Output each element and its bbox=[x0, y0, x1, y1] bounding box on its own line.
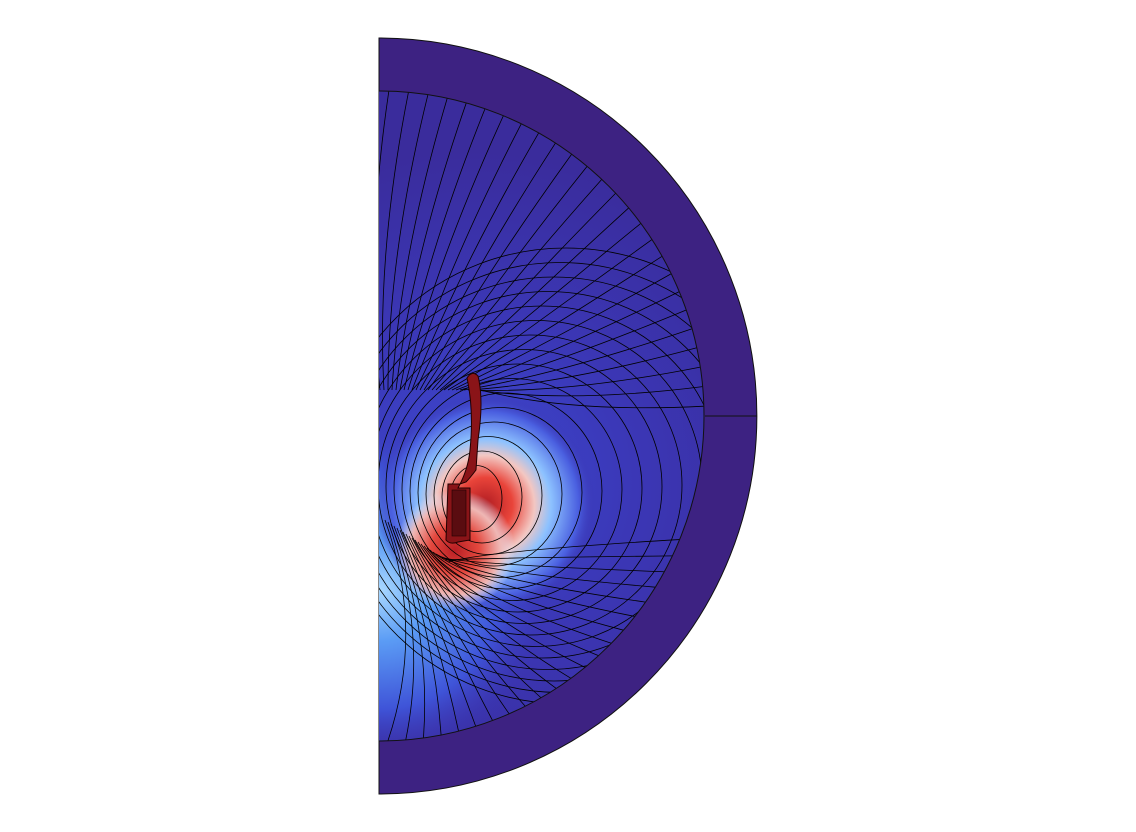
field-line bbox=[423, 166, 588, 391]
field-line bbox=[432, 551, 635, 617]
field-line bbox=[387, 94, 429, 391]
field-line bbox=[411, 537, 542, 699]
field-line bbox=[441, 450, 523, 544]
field-lines bbox=[379, 91, 704, 741]
field-line bbox=[379, 334, 683, 636]
field-line bbox=[379, 291, 704, 670]
inner-boundary bbox=[378, 90, 705, 742]
field-line bbox=[401, 378, 623, 601]
field-line bbox=[433, 436, 543, 555]
field-line bbox=[407, 123, 522, 391]
field-line bbox=[399, 108, 486, 391]
field-line bbox=[449, 465, 503, 532]
field-line bbox=[427, 179, 603, 391]
field-line bbox=[399, 529, 477, 727]
field-line bbox=[379, 91, 390, 391]
field-line bbox=[408, 535, 526, 707]
field-line bbox=[417, 407, 583, 578]
field-line bbox=[471, 366, 701, 391]
field-line bbox=[459, 309, 687, 391]
field-line bbox=[475, 386, 703, 397]
field-line bbox=[431, 192, 616, 391]
field-line bbox=[419, 153, 572, 391]
field-line bbox=[393, 363, 643, 613]
field-line bbox=[426, 547, 612, 644]
field-line bbox=[379, 276, 704, 682]
field-line bbox=[382, 92, 409, 391]
field-line bbox=[384, 519, 407, 741]
field-line bbox=[467, 347, 697, 391]
field-line bbox=[463, 328, 693, 391]
field-line bbox=[414, 539, 557, 689]
field-line bbox=[402, 531, 493, 721]
field-line bbox=[403, 115, 504, 391]
coil bbox=[451, 489, 467, 537]
field-line bbox=[423, 545, 599, 657]
field-line bbox=[479, 389, 704, 409]
field-line bbox=[439, 223, 642, 391]
field-line bbox=[447, 539, 680, 563]
field-line bbox=[420, 543, 586, 668]
field-line bbox=[429, 549, 624, 631]
field-line bbox=[396, 527, 459, 732]
field-line bbox=[415, 142, 556, 391]
field-line bbox=[391, 98, 448, 391]
field-line bbox=[411, 132, 540, 391]
field-line bbox=[417, 541, 572, 679]
field-line bbox=[409, 392, 603, 590]
field-line bbox=[435, 207, 629, 391]
field-line bbox=[393, 525, 442, 736]
field-line bbox=[385, 349, 663, 624]
field-line bbox=[379, 320, 703, 647]
field-line bbox=[379, 305, 704, 659]
field-line bbox=[443, 239, 653, 391]
field-line bbox=[405, 533, 510, 715]
field-line bbox=[390, 523, 426, 738]
field-line bbox=[387, 521, 415, 740]
field-line bbox=[425, 421, 563, 567]
field-line bbox=[395, 102, 467, 391]
